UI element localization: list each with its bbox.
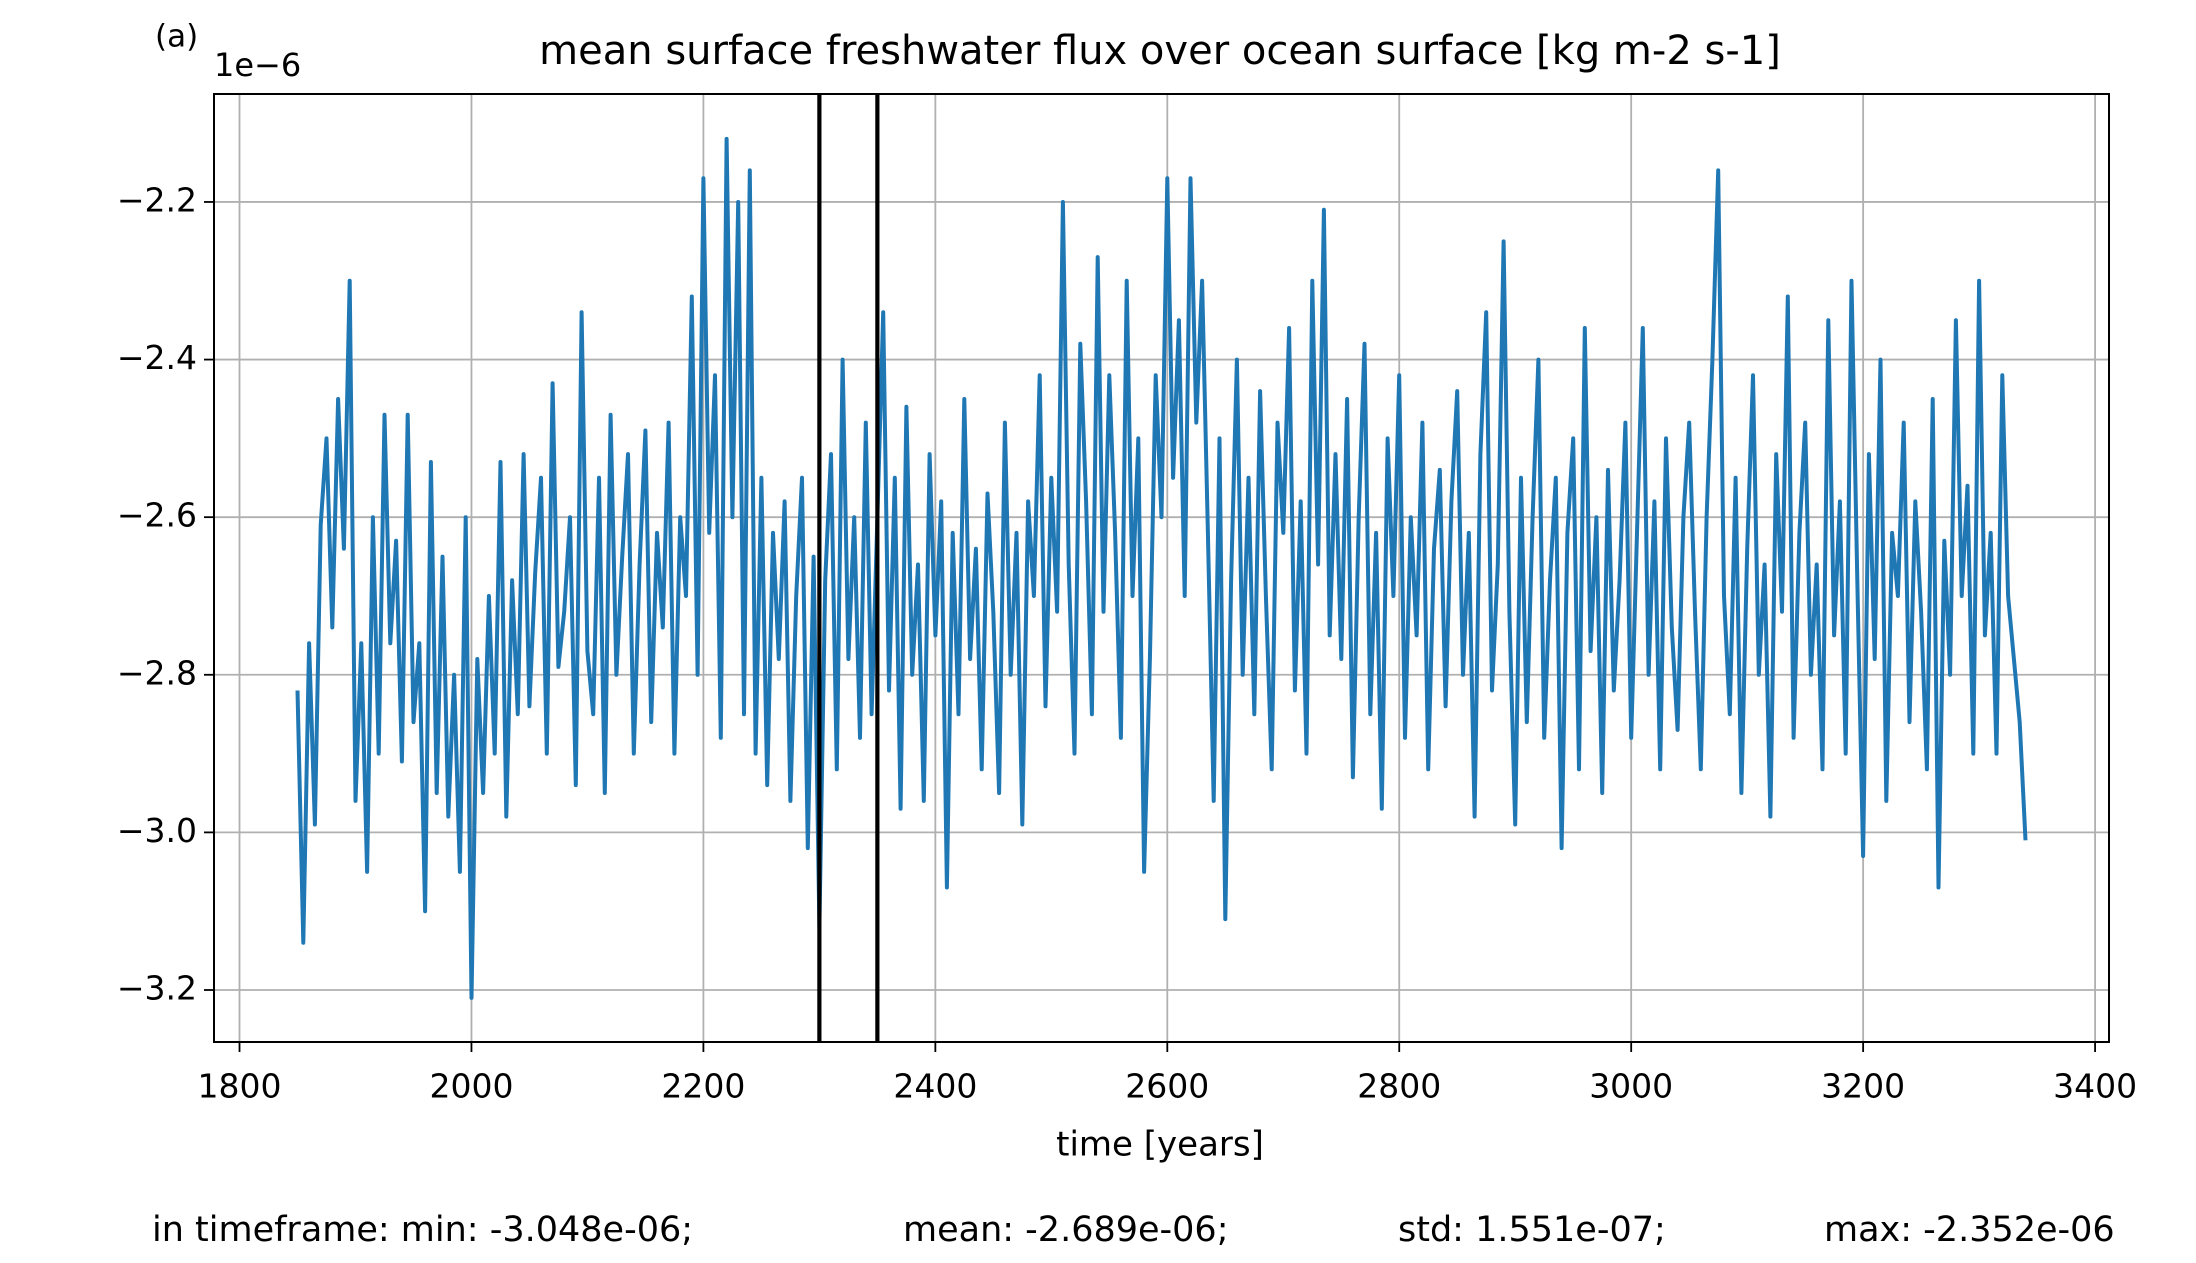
x-tick-label: 3400: [2053, 1067, 2137, 1106]
x-tick-label: 2600: [1125, 1067, 1209, 1106]
x-axis-label: time [years]: [1056, 1125, 1264, 1165]
y-tick-label: −3.2: [117, 968, 197, 1007]
footer-stat: max: -2.352e-06: [1824, 1210, 2115, 1250]
y-tick-label: −2.4: [117, 338, 197, 377]
y-tick-label: −2.6: [117, 496, 197, 535]
x-tick-label: 3000: [1589, 1067, 1673, 1106]
footer-stat: std: 1.551e-07;: [1398, 1210, 1666, 1250]
panel-label: (a): [155, 19, 198, 55]
y-tick-label: −3.0: [117, 811, 197, 850]
footer-stat: in timeframe: min: -3.048e-06;: [152, 1210, 693, 1250]
plot-frame: [213, 93, 2110, 1043]
x-tick-label: 1800: [198, 1067, 282, 1106]
x-tick-label: 2200: [661, 1067, 745, 1106]
x-tick-label: 3200: [1821, 1067, 1905, 1106]
series-line: [295, 136, 2028, 1000]
y-offset-label: 1e−6: [214, 46, 301, 84]
y-tick-label: −2.8: [117, 653, 197, 692]
chart-title: mean surface freshwater flux over ocean …: [539, 28, 1781, 74]
x-tick-label: 2000: [429, 1067, 513, 1106]
x-tick-label: 2400: [893, 1067, 977, 1106]
y-tick-label: −2.2: [117, 180, 197, 219]
x-tick-label: 2800: [1357, 1067, 1441, 1106]
footer-stat: mean: -2.689e-06;: [903, 1210, 1229, 1250]
